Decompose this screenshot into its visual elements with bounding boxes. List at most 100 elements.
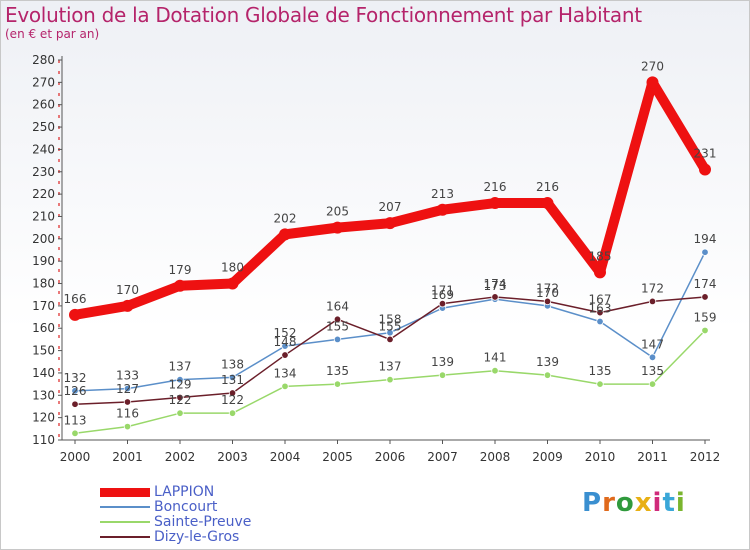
data-label: 205	[326, 205, 349, 219]
x-tick-label: 2002	[165, 450, 196, 464]
data-point	[281, 351, 289, 359]
data-point	[438, 299, 447, 308]
data-label: 116	[116, 407, 139, 421]
data-label: 148	[274, 335, 297, 349]
legend-swatch	[100, 536, 150, 538]
data-point	[596, 380, 604, 388]
data-label: 137	[169, 360, 192, 374]
data-point	[648, 297, 657, 306]
logo-letter: i	[652, 488, 663, 518]
data-label: 129	[169, 378, 192, 392]
data-label: 202	[274, 211, 297, 225]
y-tick-label: 230	[32, 165, 55, 179]
series-layer	[69, 76, 711, 437]
data-label: 135	[589, 364, 612, 378]
data-point	[436, 203, 449, 216]
x-tick-label: 2009	[532, 450, 563, 464]
data-point	[69, 308, 81, 321]
data-label: 270	[641, 59, 664, 73]
data-point	[701, 326, 709, 335]
y-tick-label: 240	[32, 142, 55, 156]
logo-letter: t	[662, 488, 676, 518]
data-label: 158	[379, 313, 402, 327]
y-tick-label: 250	[32, 120, 55, 134]
legend-swatch	[100, 487, 150, 497]
y-tick-label: 270	[32, 75, 55, 89]
data-label: 166	[64, 292, 87, 306]
data-label: 131	[221, 373, 244, 387]
data-label: 180	[221, 261, 244, 275]
data-point	[176, 375, 184, 384]
y-tick-label: 140	[32, 366, 55, 380]
data-point	[331, 221, 344, 234]
data-point	[279, 228, 291, 241]
y-tick-label: 280	[32, 53, 55, 67]
data-point	[648, 380, 657, 388]
chart-subtitle: (en € et par an)	[5, 27, 100, 41]
legend-swatch	[100, 506, 150, 508]
data-label: 155	[379, 319, 402, 333]
data-label: 159	[694, 310, 717, 324]
y-tick-label: 210	[32, 209, 55, 223]
data-label: 134	[274, 366, 297, 380]
data-label: 179	[169, 263, 192, 277]
data-label: 174	[484, 277, 507, 291]
data-point	[123, 422, 132, 431]
data-point	[543, 297, 552, 306]
data-point	[541, 197, 554, 210]
data-point	[281, 342, 289, 350]
data-label: 174	[694, 277, 717, 291]
data-label: 207	[379, 200, 402, 214]
y-tick-label: 120	[32, 411, 55, 425]
data-point	[491, 367, 499, 375]
data-point	[176, 393, 184, 402]
data-point	[699, 163, 711, 176]
data-point	[71, 429, 79, 437]
data-point	[228, 409, 237, 417]
data-label: 122	[169, 393, 192, 407]
data-point	[176, 409, 184, 417]
data-point	[491, 293, 499, 301]
data-label: 141	[484, 351, 507, 365]
data-label: 167	[589, 293, 612, 307]
data-label: 139	[536, 355, 559, 369]
data-label: 170	[536, 286, 559, 300]
data-point	[386, 335, 394, 344]
data-label: 139	[431, 355, 454, 369]
data-label: 164	[326, 299, 349, 313]
x-tick-label: 2011	[637, 450, 668, 464]
data-label: 169	[431, 288, 454, 302]
logo-letter: o	[615, 488, 635, 518]
data-label: 126	[64, 384, 87, 398]
data-point	[489, 197, 501, 210]
legend-swatch	[100, 521, 150, 523]
data-point	[596, 308, 604, 317]
data-label: 135	[326, 364, 349, 378]
data-point	[333, 380, 342, 388]
data-point	[71, 400, 79, 408]
data-label: 137	[379, 360, 402, 374]
x-tick-label: 2001	[112, 450, 143, 464]
data-point	[71, 387, 79, 395]
series-line-lappion	[70, 77, 710, 320]
axes: 110 120 130 140 150 160 170 180 190 200 210 220 230 2…	[32, 53, 720, 464]
data-point	[594, 266, 606, 279]
chart-title: Evolution de la Dotation Globale de Fonc…	[5, 3, 642, 27]
data-point	[228, 389, 237, 397]
data-label: 173	[484, 279, 507, 293]
data-label: 172	[536, 281, 559, 295]
data-point	[123, 398, 132, 406]
data-label: 216	[536, 180, 559, 194]
x-tick-label: 2007	[427, 450, 458, 464]
data-point	[333, 335, 342, 344]
data-label: 155	[326, 319, 349, 333]
data-point	[646, 76, 659, 89]
data-point	[386, 375, 394, 384]
data-label: 132	[64, 371, 87, 385]
data-label: 122	[221, 393, 244, 407]
x-tick-label: 2005	[322, 450, 353, 464]
y-tick-label: 160	[32, 321, 55, 335]
x-tick-label: 2000	[60, 450, 91, 464]
data-point	[596, 317, 604, 326]
data-label: 133	[116, 369, 139, 383]
